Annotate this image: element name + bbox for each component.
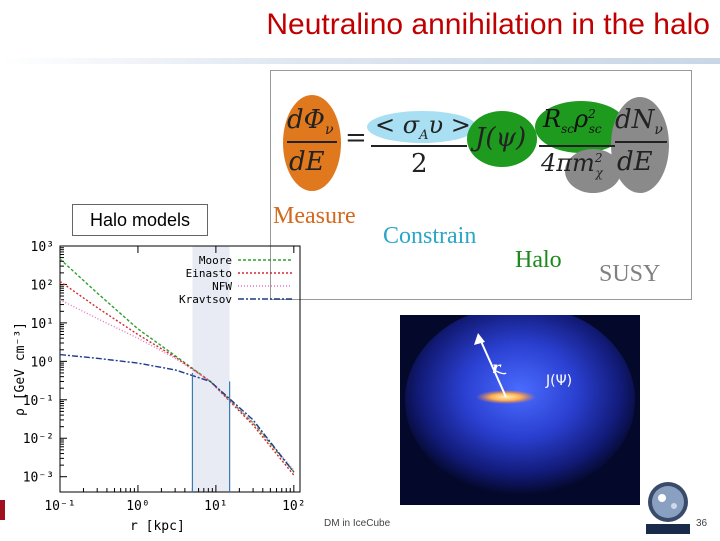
series-line-einasto	[59, 280, 295, 476]
page-number: 36	[696, 518, 708, 529]
angle-arc	[495, 370, 507, 375]
series-lines	[59, 258, 295, 476]
logo-inner	[652, 486, 684, 518]
halo-models-chart: 10⁻¹ 10⁰ 10¹ 10² 10³ 10² 10¹ 10⁰ 10⁻¹ 10⁻² 10⁻³ Mo…	[0, 236, 306, 536]
dn-sub: ν	[654, 122, 663, 139]
y-tick-label: 10²	[31, 278, 54, 293]
sigma-numerator: < σAυ >	[375, 111, 471, 143]
rsc-numerator: Rscρ2sc	[543, 105, 602, 136]
legend-label-kravtsov: Kravtsov	[179, 293, 232, 306]
y-tick-label: 10¹	[31, 317, 54, 332]
halo-svg: r J(Ψ)	[400, 315, 640, 505]
lhs-denominator: dE	[289, 147, 325, 177]
y-tick-label: 10⁻³	[23, 471, 54, 486]
constrain-ellipse	[367, 111, 477, 143]
title-rule	[0, 58, 720, 64]
r-label: r	[492, 358, 502, 377]
x-tick-label: 10⁻¹	[44, 499, 75, 514]
dn-bar	[615, 141, 667, 143]
logo-banner	[646, 524, 690, 534]
sigma-top-end: υ >	[428, 111, 471, 139]
j-psi: J(ψ)	[475, 123, 527, 153]
dn-ellipse	[611, 97, 669, 193]
x-axis-label: r [kpc]	[130, 519, 185, 534]
plot-frame	[59, 245, 301, 493]
lhs-numerator: dΦν	[287, 105, 333, 138]
rsc-bar	[539, 145, 615, 147]
sigma-top: < σ	[375, 111, 420, 139]
halo-ellipse	[467, 111, 537, 167]
lhs-bar	[287, 141, 337, 143]
halo-label: Halo	[515, 247, 562, 273]
x-tick-label: 10¹	[204, 499, 227, 514]
sigma-sub: A	[419, 127, 429, 143]
rsc-bottom-sup: 2	[594, 151, 603, 165]
logo-highlight	[658, 494, 666, 502]
rsc-rho: ρ	[573, 105, 589, 133]
y-axis-label: ρ [GeV cm⁻³]	[13, 322, 28, 416]
solar-band	[192, 246, 230, 492]
rsc-denominator: 4πm2χ	[541, 149, 603, 180]
y-tick-label: 10⁻¹	[23, 394, 54, 409]
x-tick-label: 10²	[282, 499, 305, 514]
y-tick-label: 10³	[31, 240, 54, 255]
halo-glow	[405, 315, 635, 495]
dn-top: dN	[615, 105, 655, 135]
vertical-markers	[191, 372, 231, 492]
radius-arrow	[479, 338, 507, 398]
lhs-top: dΦ	[287, 105, 325, 135]
logo-dot	[671, 503, 677, 509]
tick-labels: 10⁻¹ 10⁰ 10¹ 10² 10³ 10² 10¹ 10⁰ 10⁻¹ 10⁻² 10⁻³	[23, 240, 306, 514]
y-tick-label: 10⁻²	[23, 432, 54, 447]
icecube-logo	[646, 482, 690, 534]
rsc-bottom: 4πm	[541, 149, 595, 177]
chart-frame	[59, 245, 301, 493]
y-tick-label: 10⁰	[31, 355, 54, 370]
rsc-sub1: sc	[561, 121, 574, 136]
susy-label: SUSY	[599, 261, 661, 287]
rsc-r: R	[543, 105, 562, 133]
equals-sign: =	[345, 123, 367, 153]
dn-numerator: dNν	[615, 105, 663, 138]
slide-title: Neutralino annihilation in the halo	[266, 8, 710, 41]
legend-label-nfw: NFW	[212, 280, 232, 293]
series-line-kravtsov	[59, 353, 295, 473]
chart-svg: 10⁻¹ 10⁰ 10¹ 10² 10³ 10² 10¹ 10⁰ 10⁻¹ 10⁻² 10⁻³ Mo…	[13, 240, 306, 534]
legend-label-einasto: Einasto	[186, 267, 232, 280]
constrain-label: Constrain	[383, 223, 477, 249]
measure-label: Measure	[273, 203, 356, 229]
sigma-bar	[371, 145, 467, 147]
x-tick-label: 10⁰	[126, 499, 149, 514]
rsc-bottom-sub: χ	[595, 165, 603, 180]
left-accent-mark	[0, 500, 5, 520]
dn-denominator: dE	[617, 147, 653, 177]
lhs-sub: ν	[324, 122, 334, 139]
series-line-moore	[59, 258, 295, 473]
halo-picture: r J(Ψ)	[400, 315, 640, 505]
halo-models-label: Halo models	[72, 204, 208, 236]
formula-box: dΦν dE = < σAυ > 2 J(ψ) Rscρ2sc 4πm2χ dN…	[270, 70, 692, 300]
footer-text: DM in IceCube	[324, 518, 391, 529]
series-line-nfw	[59, 299, 295, 471]
legend-label-moore: Moore	[199, 254, 232, 267]
rsc-sup: 2	[588, 107, 596, 121]
radius-arrowhead	[474, 333, 485, 345]
measure-ellipse	[283, 95, 341, 191]
j-label: J(Ψ)	[545, 373, 572, 389]
sigma-denominator: 2	[411, 149, 428, 179]
rsc-sub2: sc	[588, 121, 602, 136]
